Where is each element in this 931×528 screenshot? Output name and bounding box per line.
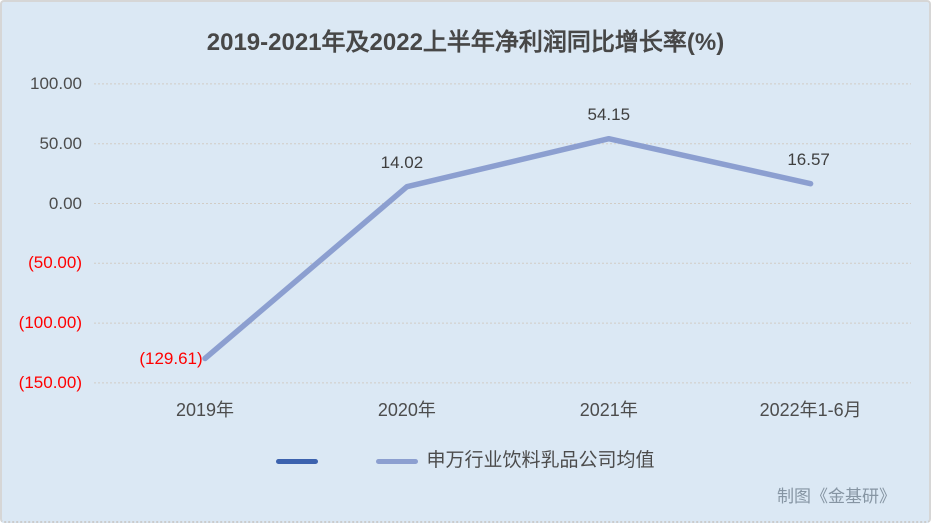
y-axis-tick-label: (150.00) (18, 372, 82, 392)
legend-item: 申万行业饮料乳品公司均值 (376, 450, 655, 472)
legend-line-swatch-icon (376, 458, 419, 464)
legend: 申万行业饮料乳品公司均值 (2, 450, 929, 472)
legend-label: 申万行业饮料乳品公司均值 (426, 450, 655, 471)
y-axis-tick-label: 50.00 (39, 133, 82, 153)
x-axis-category-label: 2022年1-6月 (759, 400, 862, 420)
data-point-label: 16.57 (787, 149, 830, 169)
series-line (202, 135, 814, 362)
data-point-label: 54.15 (587, 104, 631, 124)
watermark-credit: 制图《金基研》 (777, 487, 896, 506)
y-axis-tick-label: 0.00 (48, 193, 82, 213)
y-axis-tick-label: 100.00 (30, 73, 82, 93)
y-axis-tick-label: (100.00) (18, 313, 82, 333)
y-axis-tick-label: (50.00) (28, 253, 82, 273)
x-axis-category-label: 2020年 (377, 400, 436, 420)
data-point-label: 14.02 (380, 152, 424, 172)
legend-item (276, 458, 319, 464)
x-axis-category-label: 2021年 (579, 400, 638, 420)
x-axis-category-label: 2019年 (175, 400, 235, 420)
chart-title: 2019-2021年及2022上半年净利润同比增长率(%) (206, 29, 725, 56)
data-point-label: (129.61) (139, 348, 203, 368)
legend-line-swatch-icon (276, 458, 319, 464)
